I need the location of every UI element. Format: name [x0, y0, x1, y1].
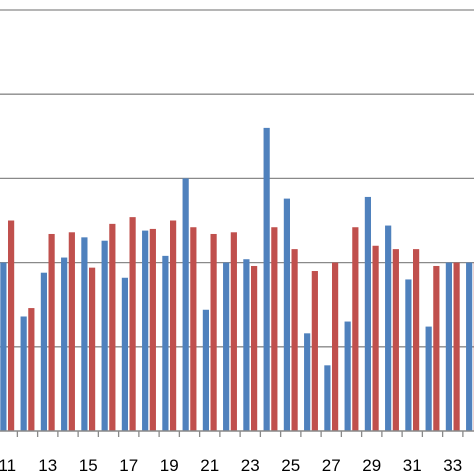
bar-series2-20: [190, 227, 197, 431]
x-tick-label-31: 31: [403, 456, 422, 474]
x-tick-label-13: 13: [38, 456, 57, 474]
bar-series2-17: [129, 217, 136, 431]
x-tick-label-15: 15: [79, 456, 98, 474]
bar-series2-16: [109, 223, 116, 431]
bar-series1-11: [0, 262, 7, 431]
bar-series2-23: [251, 265, 258, 431]
x-tick-label-29: 29: [362, 456, 381, 474]
bar-series1-15: [81, 237, 88, 431]
x-tick-label-27: 27: [322, 456, 341, 474]
bar-series2-30: [392, 249, 399, 431]
x-tick-label-19: 19: [160, 456, 179, 474]
bar-series2-19: [170, 220, 177, 431]
x-tick-label-25: 25: [281, 456, 300, 474]
bar-series1-21: [202, 309, 209, 431]
bar-series2-32: [433, 265, 440, 431]
bar-series2-11: [8, 220, 15, 431]
x-tick-label-33: 33: [443, 456, 462, 474]
bar-series2-13: [48, 233, 55, 431]
bar-series1-20: [182, 178, 189, 431]
bars: [0, 127, 474, 431]
bar-series1-14: [61, 257, 68, 431]
bar-series1-25: [283, 198, 290, 431]
bar-series1-27: [324, 365, 331, 431]
bar-series2-15: [89, 267, 96, 431]
bar-series1-30: [385, 225, 392, 431]
bar-series2-22: [230, 232, 237, 431]
bar-series1-22: [223, 262, 230, 431]
bar-series1-17: [121, 277, 128, 431]
bar-series2-25: [291, 249, 298, 431]
bar-series1-33: [445, 262, 452, 431]
bar-series2-26: [311, 271, 318, 431]
x-axis: [0, 430, 474, 437]
bar-series1-31: [405, 279, 412, 431]
bar-series2-31: [413, 249, 420, 431]
bar-series1-29: [364, 196, 371, 431]
bar-series2-18: [149, 228, 156, 431]
bar-series2-28: [352, 227, 359, 431]
bar-series1-13: [40, 272, 47, 431]
bar-series1-28: [344, 321, 351, 431]
x-tick-labels: 11 13 15 17 19 21 23 25 27 29 31 33: [0, 456, 462, 474]
x-tick-label-23: 23: [241, 456, 260, 474]
bar-series1-12: [20, 316, 27, 431]
bar-series1-16: [101, 240, 108, 431]
bar-series1-18: [142, 230, 149, 431]
x-tick-label-21: 21: [200, 456, 219, 474]
bar-series2-21: [210, 233, 217, 431]
x-tick-label-11: 11: [0, 456, 16, 474]
bar-series2-12: [28, 308, 35, 431]
bar-series1-32: [425, 326, 432, 431]
bar-series1-24: [263, 127, 270, 431]
bar-series2-27: [332, 262, 339, 431]
bar-series2-14: [68, 232, 75, 431]
bar-series1-34: [466, 262, 473, 431]
bar-series2-29: [372, 245, 379, 431]
bar-series1-26: [304, 333, 311, 431]
x-tick-label-17: 17: [119, 456, 138, 474]
bar-series1-23: [243, 259, 250, 431]
bar-series2-33: [453, 262, 460, 431]
bar-series1-19: [162, 255, 169, 431]
bar-series2-24: [271, 227, 278, 431]
